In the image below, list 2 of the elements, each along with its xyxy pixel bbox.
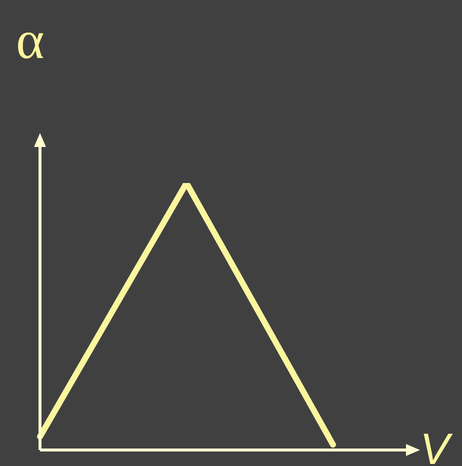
y-axis-title: α [16,10,44,70]
x-axis-title: V [420,425,453,466]
